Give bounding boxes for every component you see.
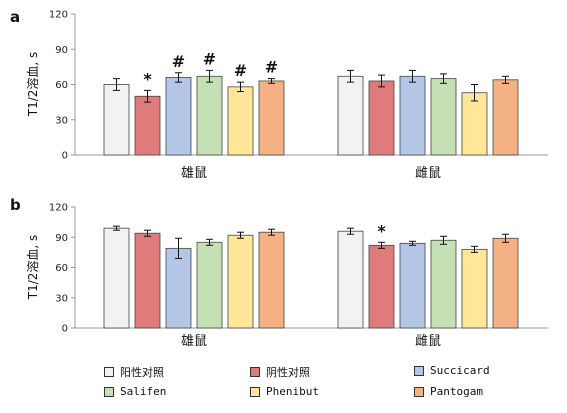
y-tick-label: 120 (49, 203, 68, 214)
bar (461, 92, 488, 156)
category-label: 雄鼠 (181, 334, 207, 349)
y-tick-label: 30 (55, 293, 68, 304)
legend-label: Pantogam (430, 385, 483, 398)
bar (196, 241, 223, 329)
bar (461, 248, 488, 329)
y-tick-label: 90 (55, 45, 68, 56)
y-axis-label: T1/2溶血, s (25, 52, 40, 118)
bar (227, 234, 254, 329)
bar (492, 237, 519, 329)
significance-marker: * (377, 221, 386, 240)
legend-swatch (104, 386, 114, 397)
significance-marker: # (203, 49, 216, 68)
y-tick-label: 120 (49, 10, 68, 21)
legend-label: Phenibut (266, 385, 319, 398)
bar (368, 80, 395, 156)
significance-marker: # (172, 52, 185, 71)
legend-swatch (250, 386, 260, 397)
bar (134, 232, 161, 329)
legend-item: Succicard (414, 364, 490, 377)
panel-label: a (10, 8, 20, 26)
panel-label: b (10, 196, 21, 214)
significance-marker: # (265, 58, 278, 77)
bar (399, 75, 426, 156)
bar (103, 227, 130, 329)
bar (399, 242, 426, 329)
bar (430, 239, 457, 329)
legend-label: Succicard (430, 364, 490, 377)
legend-item: 阳性对照 (104, 364, 164, 380)
legend-item: 阴性对照 (250, 364, 310, 380)
y-tick-label: 60 (55, 80, 68, 91)
legend-swatch (414, 386, 424, 397)
bar (103, 84, 130, 156)
chart-panel-a: a 0 30 60 90 120 T1/2溶血, s * # # # # 雄鼠 雌鼠 (10, 8, 548, 181)
legend-item: Salifen (104, 385, 166, 398)
category-label: 雄鼠 (181, 166, 207, 181)
bar (196, 75, 223, 156)
chart-panel-b: b 0 30 60 90 120 T1/2溶血, s 雄鼠 * 雌鼠 (10, 196, 548, 349)
significance-marker: # (234, 61, 247, 80)
bar (134, 95, 161, 156)
bar (165, 77, 192, 156)
bar (337, 75, 364, 156)
significance-marker: * (143, 69, 152, 88)
bar (258, 80, 285, 156)
legend-label: Salifen (120, 385, 167, 398)
legend-item: Phenibut (250, 385, 319, 398)
category-label: 雌鼠 (415, 165, 441, 181)
legend-swatch (104, 367, 114, 377)
bar (258, 231, 285, 329)
bar (430, 78, 457, 156)
legend-item: Pantogam (414, 385, 483, 398)
y-tick-label: 0 (62, 151, 68, 162)
bar (492, 79, 519, 156)
y-tick-label: 30 (55, 115, 68, 126)
y-axis-label: T1/2溶血, s (25, 235, 40, 301)
bar (227, 86, 254, 156)
bar (165, 247, 192, 329)
bar (368, 244, 395, 329)
y-tick-label: 0 (62, 324, 68, 335)
category-label: 雌鼠 (415, 333, 441, 349)
bar (337, 230, 364, 329)
legend-label: 阴性对照 (266, 366, 310, 379)
legend-swatch (414, 365, 424, 376)
y-tick-label: 60 (55, 263, 68, 274)
y-tick-label: 90 (55, 233, 68, 244)
legend-label: 阳性对照 (120, 366, 164, 379)
legend-swatch (250, 367, 260, 377)
